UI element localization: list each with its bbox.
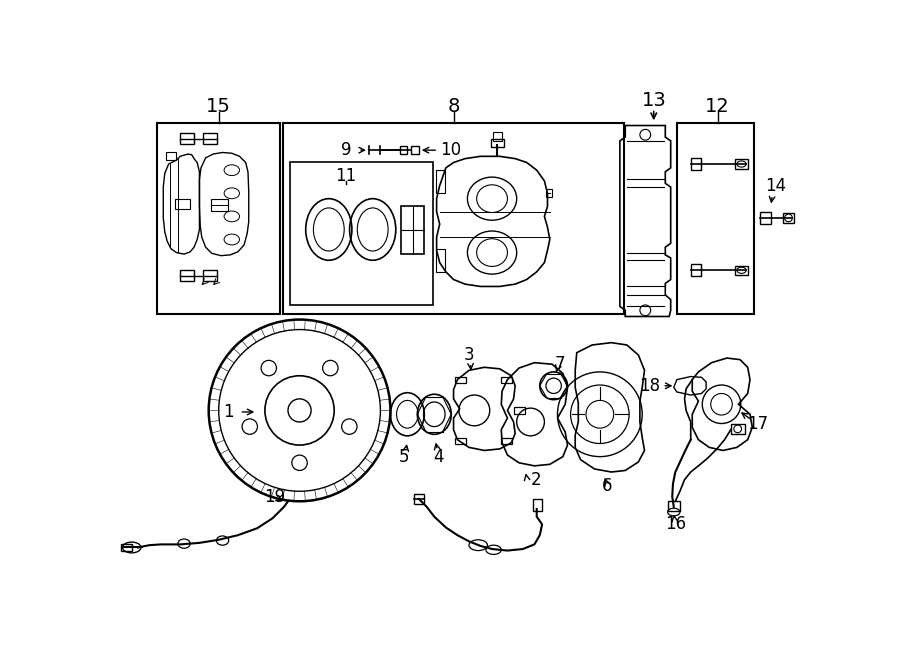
Bar bbox=[677, 123, 754, 314]
Bar bbox=[493, 132, 502, 141]
Text: 12: 12 bbox=[706, 97, 730, 116]
Bar bbox=[180, 270, 194, 281]
Bar bbox=[533, 499, 542, 512]
Text: 8: 8 bbox=[447, 97, 460, 116]
Bar bbox=[436, 249, 446, 272]
Bar bbox=[166, 153, 176, 160]
Bar bbox=[158, 123, 280, 314]
Bar bbox=[690, 264, 701, 276]
Bar bbox=[411, 146, 418, 154]
Text: 13: 13 bbox=[642, 91, 666, 110]
Text: 2: 2 bbox=[530, 471, 541, 488]
Bar bbox=[668, 501, 680, 510]
Text: 4: 4 bbox=[433, 447, 444, 465]
Bar bbox=[180, 134, 194, 144]
Bar bbox=[760, 212, 770, 224]
Bar bbox=[455, 377, 466, 383]
Text: 15: 15 bbox=[206, 97, 231, 116]
Text: 19: 19 bbox=[265, 488, 285, 506]
Text: 14: 14 bbox=[765, 176, 786, 194]
Bar bbox=[515, 407, 526, 414]
Text: 10: 10 bbox=[440, 141, 461, 159]
Bar bbox=[455, 438, 466, 444]
Text: 9: 9 bbox=[340, 141, 351, 159]
Bar bbox=[211, 199, 228, 211]
Bar bbox=[414, 494, 424, 504]
Bar bbox=[735, 159, 748, 169]
Bar bbox=[401, 206, 424, 254]
Bar bbox=[546, 190, 552, 197]
Bar bbox=[121, 543, 131, 551]
Bar bbox=[175, 199, 190, 210]
Text: 3: 3 bbox=[464, 346, 474, 364]
Bar bbox=[203, 134, 217, 144]
Text: 6: 6 bbox=[602, 477, 613, 495]
Bar bbox=[291, 163, 433, 305]
Bar bbox=[436, 170, 446, 193]
Text: 1: 1 bbox=[223, 403, 234, 421]
Bar bbox=[400, 146, 408, 154]
Bar bbox=[690, 158, 701, 170]
Text: 7: 7 bbox=[554, 355, 565, 373]
Bar bbox=[735, 266, 748, 275]
Bar bbox=[731, 424, 744, 434]
Bar bbox=[501, 438, 512, 444]
Bar bbox=[203, 270, 217, 281]
Text: 17: 17 bbox=[747, 415, 769, 433]
Text: 5: 5 bbox=[398, 447, 409, 465]
Bar bbox=[283, 123, 624, 314]
Text: 11: 11 bbox=[335, 167, 356, 184]
Bar bbox=[501, 377, 512, 383]
Text: 16: 16 bbox=[665, 516, 686, 533]
Bar bbox=[783, 213, 794, 223]
Text: 18: 18 bbox=[639, 377, 661, 395]
Bar bbox=[491, 139, 504, 147]
